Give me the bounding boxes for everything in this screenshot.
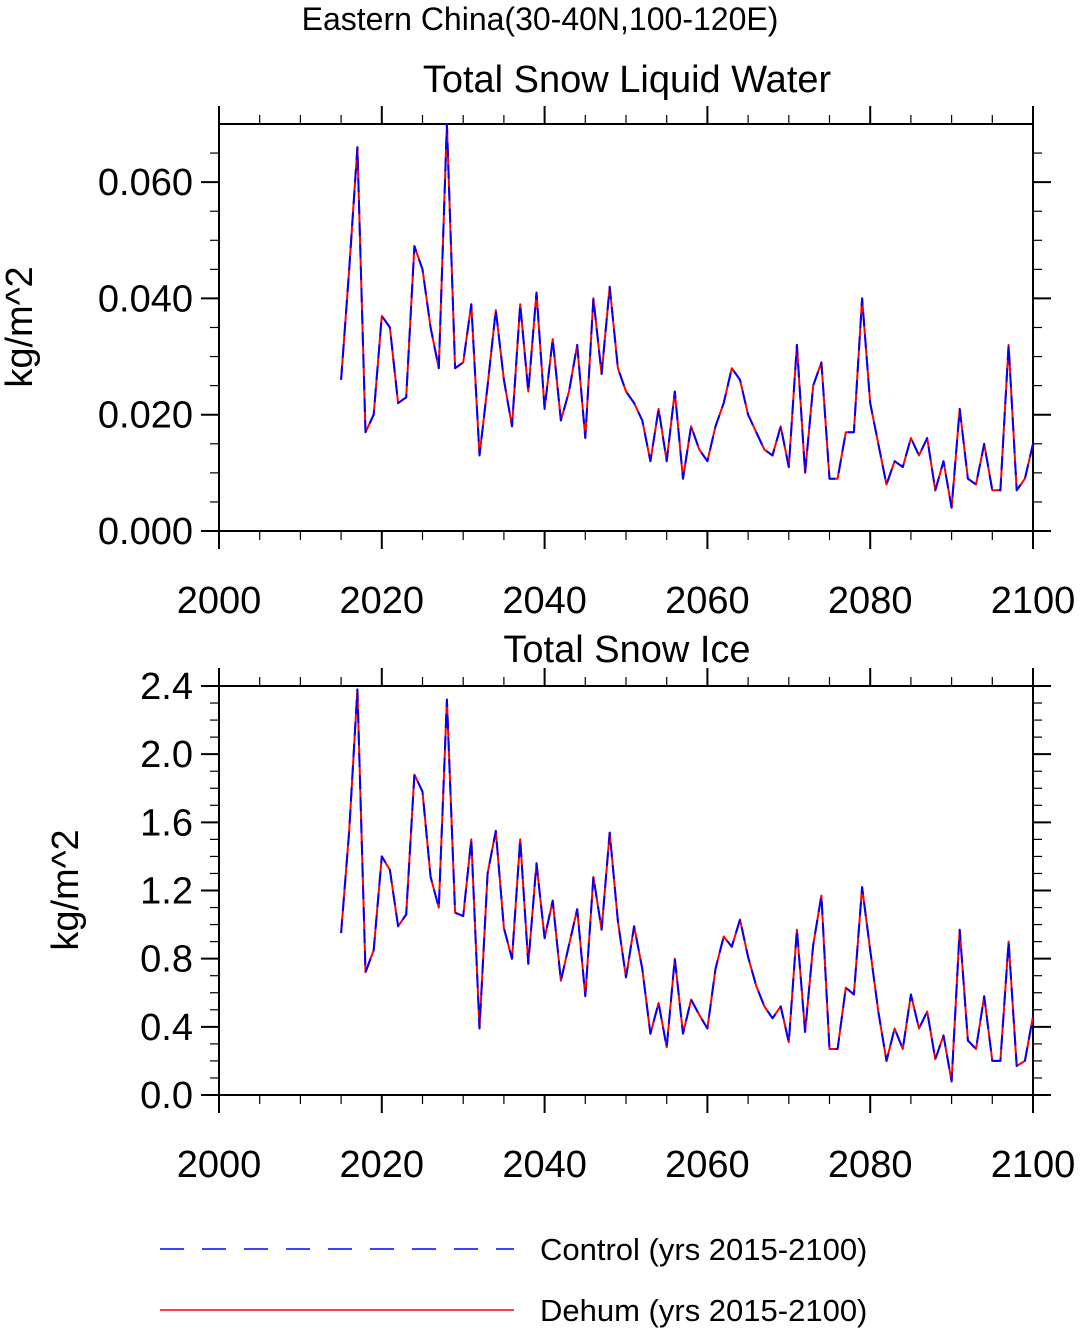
y-tick-label: 2.4 xyxy=(140,666,193,708)
axes: 2000 2020 2040 2060 2080 2100 0.000 0.020 0.040 0… xyxy=(98,106,1075,622)
chart-title: Total Snow Liquid Water xyxy=(423,59,832,101)
chart-total-snow-ice: Total Snow Ice kg/m^2 2000 2020 2040 2060 20… xyxy=(45,629,1075,1186)
x-tick-label: 2060 xyxy=(665,1144,750,1186)
y-tick-label: 0.040 xyxy=(98,278,193,320)
y-tick-label: 2.0 xyxy=(140,734,193,776)
y-tick-label: 1.6 xyxy=(140,802,193,844)
figure-supertitle: Eastern China(30-40N,100-120E) xyxy=(302,1,779,37)
chart-total-snow-liquid-water: Total Snow Liquid Water kg/m^2 2000 2020 2… xyxy=(0,59,1075,622)
y-axis-label: kg/m^2 xyxy=(45,829,87,950)
x-tick-label: 2040 xyxy=(502,1144,587,1186)
x-tick-label: 2020 xyxy=(340,1144,425,1186)
legend: Control (yrs 2015-2100) Dehum (yrs 2015-… xyxy=(160,1232,867,1328)
y-tick-label: 1.2 xyxy=(140,871,193,913)
y-tick-label: 0.020 xyxy=(98,395,193,437)
x-tick-label: 2040 xyxy=(502,580,587,622)
plot-frame xyxy=(218,685,1034,1096)
x-tick-label: 2100 xyxy=(991,1144,1076,1186)
y-tick-label: 0.0 xyxy=(140,1075,193,1117)
legend-label-dehum: Dehum (yrs 2015-2100) xyxy=(540,1293,867,1328)
x-tick-label: 2100 xyxy=(991,580,1076,622)
series-line-control xyxy=(340,688,1033,1083)
plot-lines xyxy=(340,688,1033,1083)
plot-lines xyxy=(340,123,1033,509)
y-axis-label: kg/m^2 xyxy=(0,266,41,387)
x-tick-label: 2000 xyxy=(177,1144,262,1186)
series-line-control xyxy=(340,123,1033,509)
chart-title: Total Snow Ice xyxy=(503,629,750,671)
x-tick-label: 2000 xyxy=(177,580,262,622)
legend-label-control: Control (yrs 2015-2100) xyxy=(540,1232,867,1267)
y-tick-label: 0.4 xyxy=(140,1007,193,1049)
plot-frame xyxy=(218,123,1034,532)
x-tick-label: 2020 xyxy=(340,580,425,622)
y-tick-label: 0.000 xyxy=(98,511,193,553)
x-tick-label: 2060 xyxy=(665,580,750,622)
y-tick-label: 0.8 xyxy=(140,939,193,981)
y-tick-label: 0.060 xyxy=(98,162,193,204)
x-tick-label: 2080 xyxy=(828,1144,913,1186)
x-tick-label: 2080 xyxy=(828,580,913,622)
axes: 2000 2020 2040 2060 2080 2100 0.0 0.4 0.8 1.2 1.6 2… xyxy=(140,666,1075,1186)
